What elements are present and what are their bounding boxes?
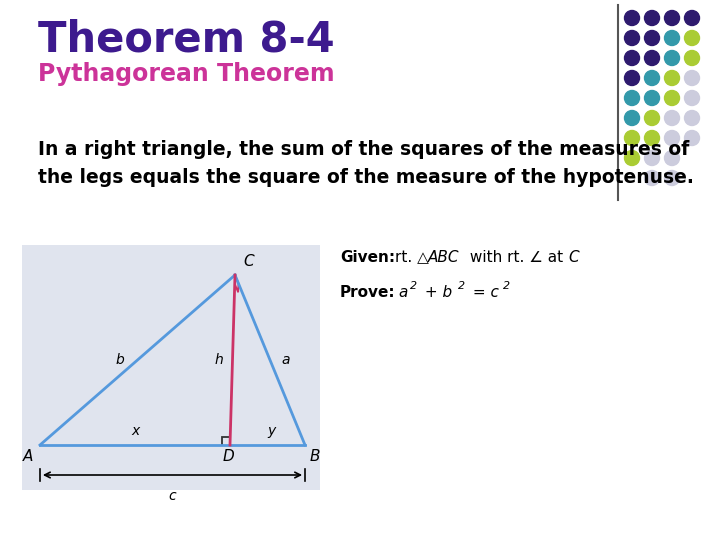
Text: h: h (214, 353, 223, 367)
Circle shape (685, 51, 700, 65)
Text: ABC: ABC (428, 250, 459, 265)
Circle shape (624, 10, 639, 25)
Circle shape (665, 151, 680, 165)
Text: Given:: Given: (340, 250, 395, 265)
Circle shape (665, 91, 680, 105)
Circle shape (644, 131, 660, 145)
Circle shape (644, 30, 660, 45)
Circle shape (685, 91, 700, 105)
Text: rt. △: rt. △ (395, 250, 429, 265)
Text: B: B (310, 449, 320, 464)
Circle shape (665, 131, 680, 145)
Circle shape (685, 10, 700, 25)
Text: the legs equals the square of the measure of the hypotenuse.: the legs equals the square of the measur… (38, 168, 694, 187)
Text: 2: 2 (458, 281, 465, 291)
Circle shape (644, 111, 660, 125)
Circle shape (685, 71, 700, 85)
Circle shape (624, 71, 639, 85)
Circle shape (624, 30, 639, 45)
Text: Prove:: Prove: (340, 285, 395, 300)
Circle shape (685, 30, 700, 45)
Text: A: A (23, 449, 33, 464)
Circle shape (685, 131, 700, 145)
Circle shape (624, 51, 639, 65)
Text: C: C (243, 254, 253, 269)
Bar (22, 245, 320, 490)
Text: c: c (168, 489, 176, 503)
Text: Theorem 8-4: Theorem 8-4 (38, 18, 335, 60)
Circle shape (624, 151, 639, 165)
Circle shape (624, 91, 639, 105)
Circle shape (644, 151, 660, 165)
Circle shape (685, 111, 700, 125)
Text: y: y (267, 424, 276, 438)
Text: C: C (568, 250, 579, 265)
Circle shape (665, 71, 680, 85)
Circle shape (644, 51, 660, 65)
Text: x: x (131, 424, 139, 438)
Text: with rt. ∠ at: with rt. ∠ at (465, 250, 568, 265)
Text: a: a (398, 285, 408, 300)
Text: Pythagorean Theorem: Pythagorean Theorem (38, 62, 335, 86)
Circle shape (644, 171, 660, 186)
Text: 2: 2 (503, 281, 510, 291)
Circle shape (644, 71, 660, 85)
Text: In a right triangle, the sum of the squares of the measures of: In a right triangle, the sum of the squa… (38, 140, 689, 159)
Circle shape (665, 111, 680, 125)
Circle shape (665, 51, 680, 65)
Circle shape (665, 171, 680, 186)
Text: = c: = c (468, 285, 499, 300)
Circle shape (644, 91, 660, 105)
Circle shape (644, 10, 660, 25)
Circle shape (665, 10, 680, 25)
Circle shape (624, 111, 639, 125)
Text: D: D (222, 449, 234, 464)
Text: + b: + b (420, 285, 452, 300)
Circle shape (665, 30, 680, 45)
Text: 2: 2 (410, 281, 417, 291)
Circle shape (624, 131, 639, 145)
Text: a: a (282, 353, 290, 367)
Text: b: b (115, 353, 124, 367)
